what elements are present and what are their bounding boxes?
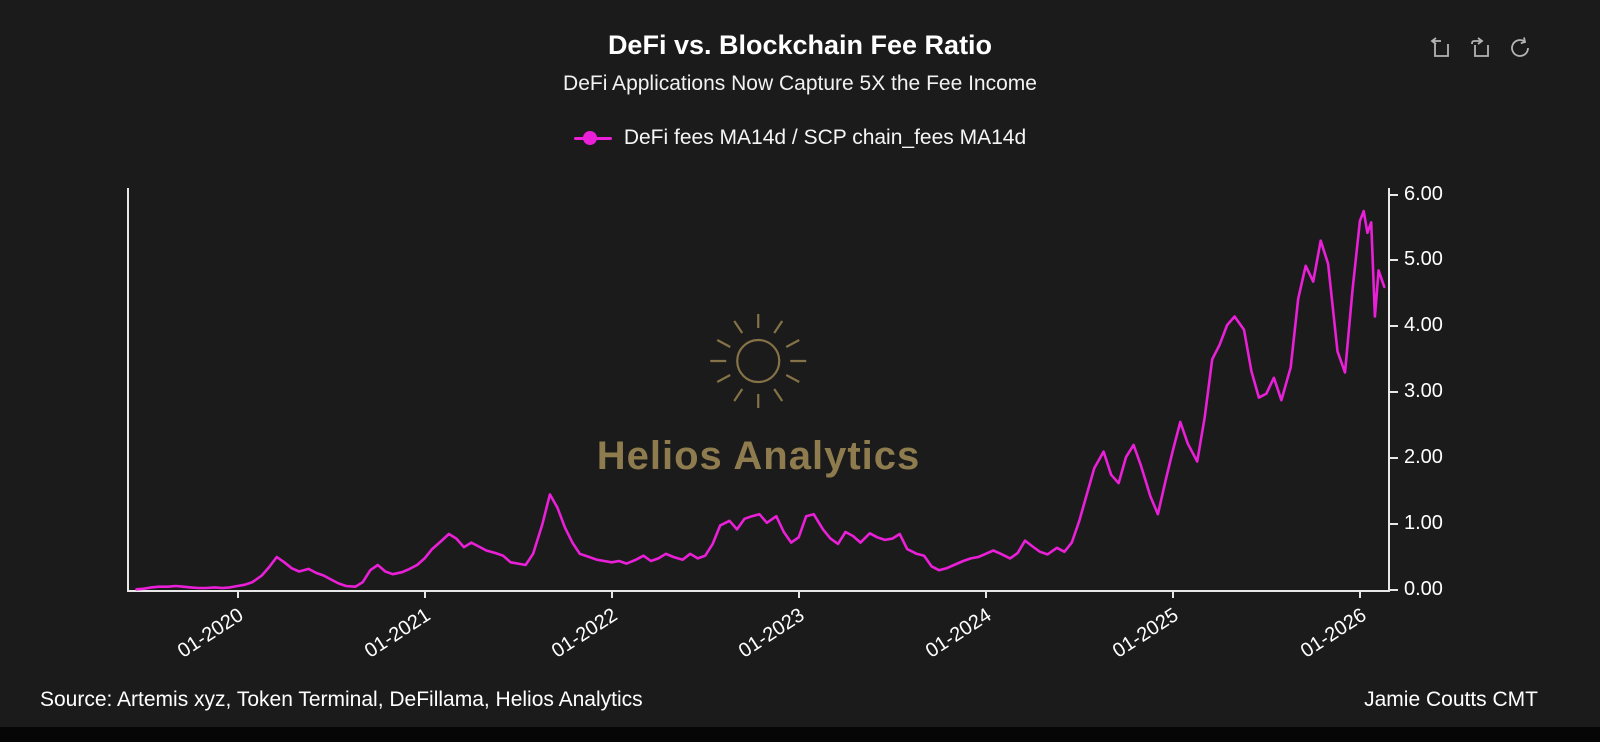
x-axis-label: 01-2020 — [173, 604, 248, 663]
y-axis-label: 4.00 — [1404, 314, 1443, 337]
x-axis-tick — [610, 590, 613, 598]
legend-label: DeFi fees MA14d / SCP chain_fees MA14d — [623, 126, 1027, 149]
legend-line-marker-icon — [573, 131, 612, 145]
source-text: Source: Artemis xyz, Token Terminal, DeF… — [40, 688, 643, 711]
plot-area[interactable]: Helios Analytics 0.00 1.00 2.00 3.00 4.00 5.0… — [127, 183, 1443, 662]
y-axis-label: 5.00 — [1404, 248, 1443, 271]
y-axis-tick — [1388, 589, 1398, 591]
y-axis-tick — [1388, 325, 1398, 328]
bottom-strip — [0, 727, 1600, 742]
x-axis-tick — [984, 590, 987, 598]
y-axis-tick — [1388, 259, 1398, 262]
x-axis-tick — [1358, 590, 1361, 598]
y-axis-tick — [1388, 391, 1398, 394]
y-axis-tick — [1388, 523, 1398, 526]
credit-text: Jamie Coutts CMT — [1364, 688, 1538, 711]
y-axis-tick — [1388, 193, 1398, 196]
x-axis-label: 01-2021 — [361, 604, 435, 663]
chart-title: DeFi vs. Blockchain Fee Ratio — [607, 30, 993, 60]
x-axis-tick — [236, 590, 239, 598]
fee-ratio-line-series — [135, 209, 1386, 591]
legend-item[interactable]: DeFi fees MA14d / SCP chain_fees MA14d — [0, 126, 1600, 150]
y-axis-tick — [1388, 457, 1398, 460]
x-axis-tick — [797, 590, 800, 598]
y-axis-label: 2.00 — [1404, 446, 1443, 469]
x-axis-label: 01-2022 — [548, 604, 622, 663]
chart-subtitle: DeFi Applications Now Capture 5X the Fee… — [563, 72, 1037, 95]
chart-toolbar — [1428, 36, 1532, 60]
y-axis-label: 3.00 — [1404, 380, 1443, 403]
x-axis-tick — [1171, 590, 1174, 598]
x-axis-label: 01-2026 — [1296, 604, 1370, 663]
x-axis-label: 01-2025 — [1109, 604, 1183, 663]
box-arrow-icon[interactable] — [1428, 36, 1452, 60]
x-axis-label: 01-2023 — [735, 604, 809, 663]
y-axis-label: 6.00 — [1404, 182, 1443, 205]
y-axis-label: 0.00 — [1404, 578, 1443, 600]
x-axis-label: 01-2024 — [922, 604, 996, 663]
x-axis-tick — [423, 590, 426, 598]
refresh-icon[interactable] — [1508, 36, 1532, 60]
box-return-icon[interactable] — [1468, 36, 1492, 60]
y-axis-label: 1.00 — [1404, 512, 1443, 535]
